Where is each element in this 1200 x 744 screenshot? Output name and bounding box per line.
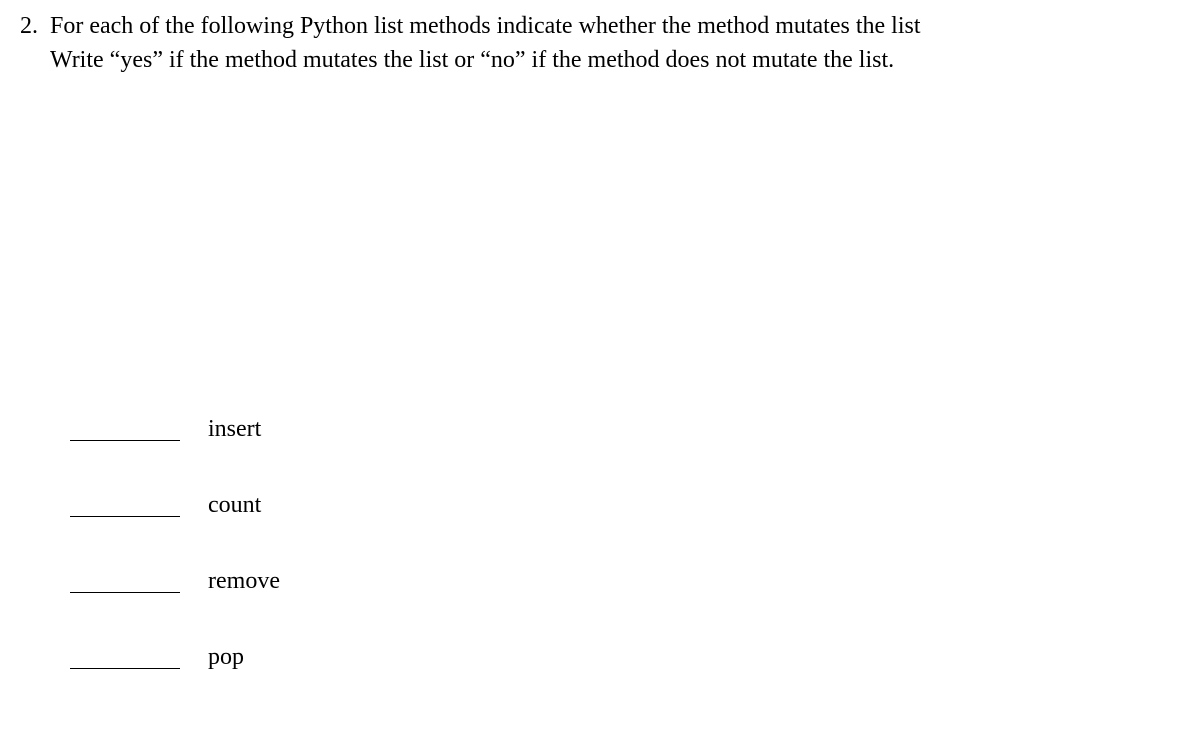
question-line-1: For each of the following Python list me…	[50, 13, 921, 39]
answer-list: insert count remove pop	[0, 417, 1200, 669]
answer-blank[interactable]	[70, 573, 180, 593]
answer-row: remove	[70, 569, 1200, 593]
method-label: pop	[208, 645, 244, 669]
question-block: 2. For each of the following Python list…	[0, 10, 1200, 77]
method-label: remove	[208, 569, 280, 593]
answer-row: count	[70, 493, 1200, 517]
question-number: 2.	[20, 10, 50, 42]
method-label: count	[208, 493, 261, 517]
question-text: For each of the following Python list me…	[50, 10, 921, 77]
answer-row: insert	[70, 417, 1200, 441]
answer-row: pop	[70, 645, 1200, 669]
method-label: insert	[208, 417, 261, 441]
answer-blank[interactable]	[70, 497, 180, 517]
answer-blank[interactable]	[70, 421, 180, 441]
answer-blank[interactable]	[70, 649, 180, 669]
question-line-2: Write “yes” if the method mutates the li…	[50, 47, 894, 73]
